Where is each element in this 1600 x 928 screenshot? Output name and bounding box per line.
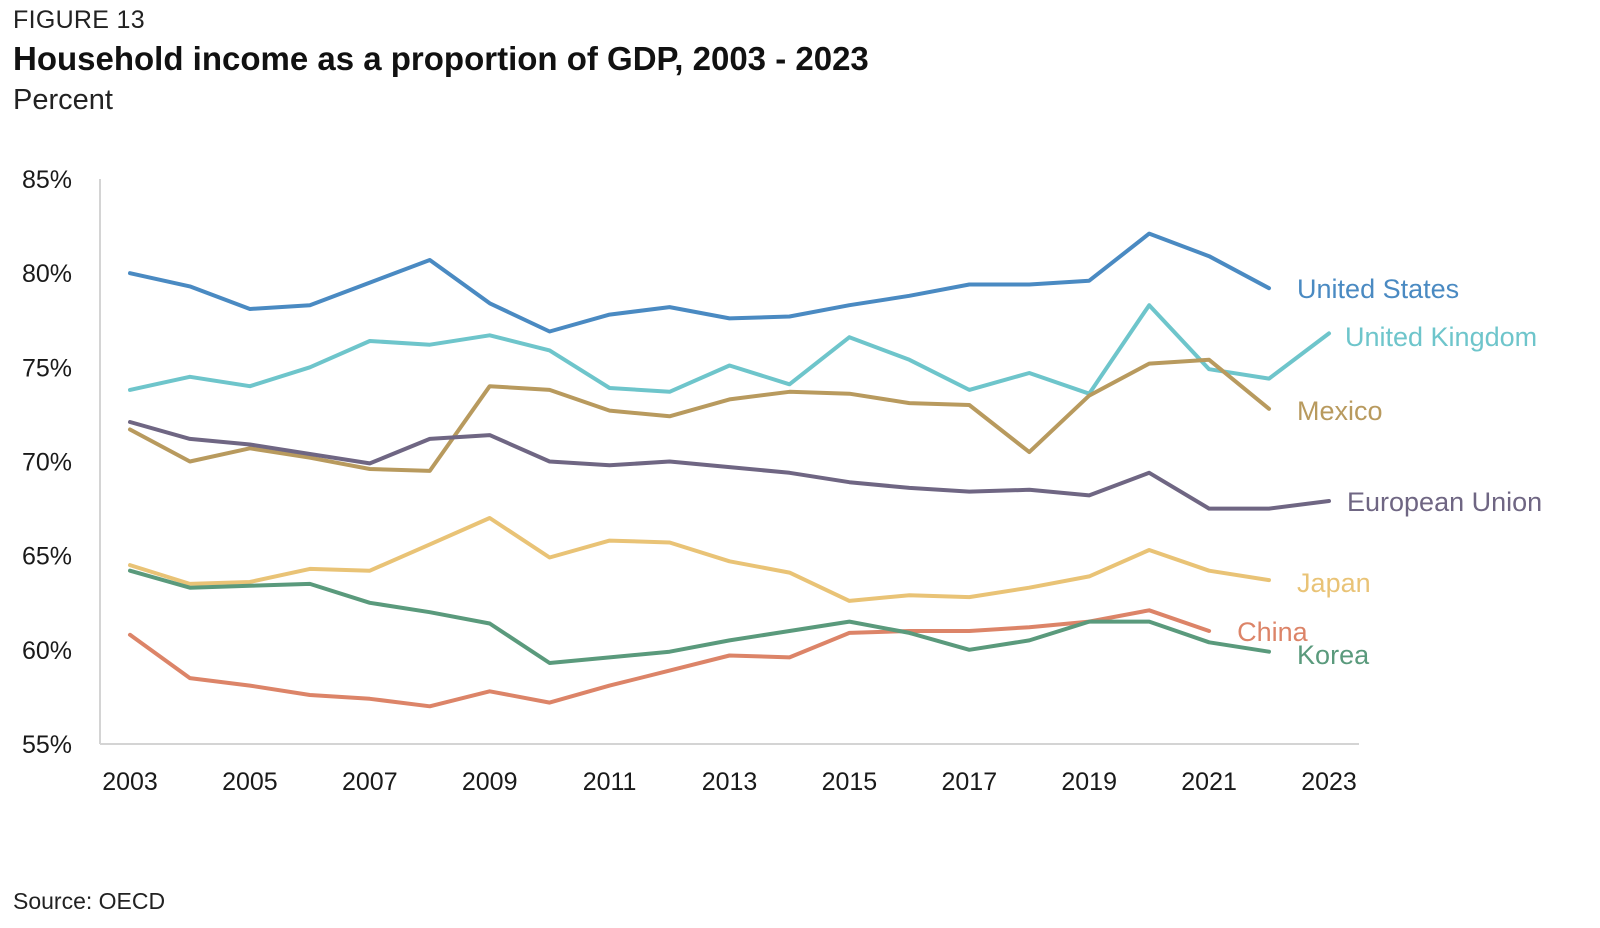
x-tick-label: 2011 (583, 768, 637, 796)
series-line-china (128, 608, 1212, 709)
x-tick-label: 2005 (222, 768, 278, 796)
series-line-united-kingdom (128, 303, 1331, 396)
source-note: Source: OECD (13, 888, 166, 914)
series-labels: United States United Kingdom Mexico Europea… (1237, 274, 1542, 670)
series-label-japan: Japan (1297, 568, 1371, 598)
x-tick-label: 2003 (102, 768, 158, 796)
x-tick-label: 2019 (1061, 768, 1117, 796)
x-tick-label: 2007 (342, 768, 398, 796)
series-label-mexico: Mexico (1297, 396, 1383, 426)
y-tick-label: 60% (22, 637, 72, 665)
figure-label: FIGURE 13 (13, 6, 145, 34)
y-tick-label: 85% (22, 166, 72, 194)
x-tick-label: 2021 (1181, 768, 1237, 796)
y-tick-label: 80% (22, 260, 72, 288)
y-tick-label: 75% (22, 354, 72, 382)
chart-axes: 55% 60% 65% 70% 75% 80% 85% 2003 2005 2007 2009 201… (22, 166, 1359, 796)
series-label-china: China (1237, 617, 1309, 647)
x-tick-label: 2017 (941, 768, 997, 796)
y-tick-label: 55% (22, 731, 72, 759)
series-line-korea (128, 568, 1271, 665)
chart-subtitle: Percent (13, 84, 113, 116)
y-tick-label: 65% (22, 543, 72, 571)
series-label-united-kingdom: United Kingdom (1345, 322, 1537, 352)
x-tick-label: 2023 (1301, 768, 1357, 796)
series-lines (128, 231, 1331, 709)
x-tick-label: 2013 (702, 768, 758, 796)
x-tick-label: 2015 (822, 768, 878, 796)
series-line-mexico (128, 357, 1271, 473)
series-label-united-states: United States (1297, 274, 1459, 304)
series-label-korea: Korea (1297, 640, 1370, 670)
series-label-european-union: European Union (1347, 487, 1542, 517)
series-line-european-union (128, 420, 1331, 511)
y-tick-label: 70% (22, 449, 72, 477)
series-line-japan (128, 516, 1271, 603)
series-line-united-states (128, 231, 1271, 334)
chart-title: Household income as a proportion of GDP,… (13, 40, 869, 77)
x-tick-label: 2009 (462, 768, 518, 796)
